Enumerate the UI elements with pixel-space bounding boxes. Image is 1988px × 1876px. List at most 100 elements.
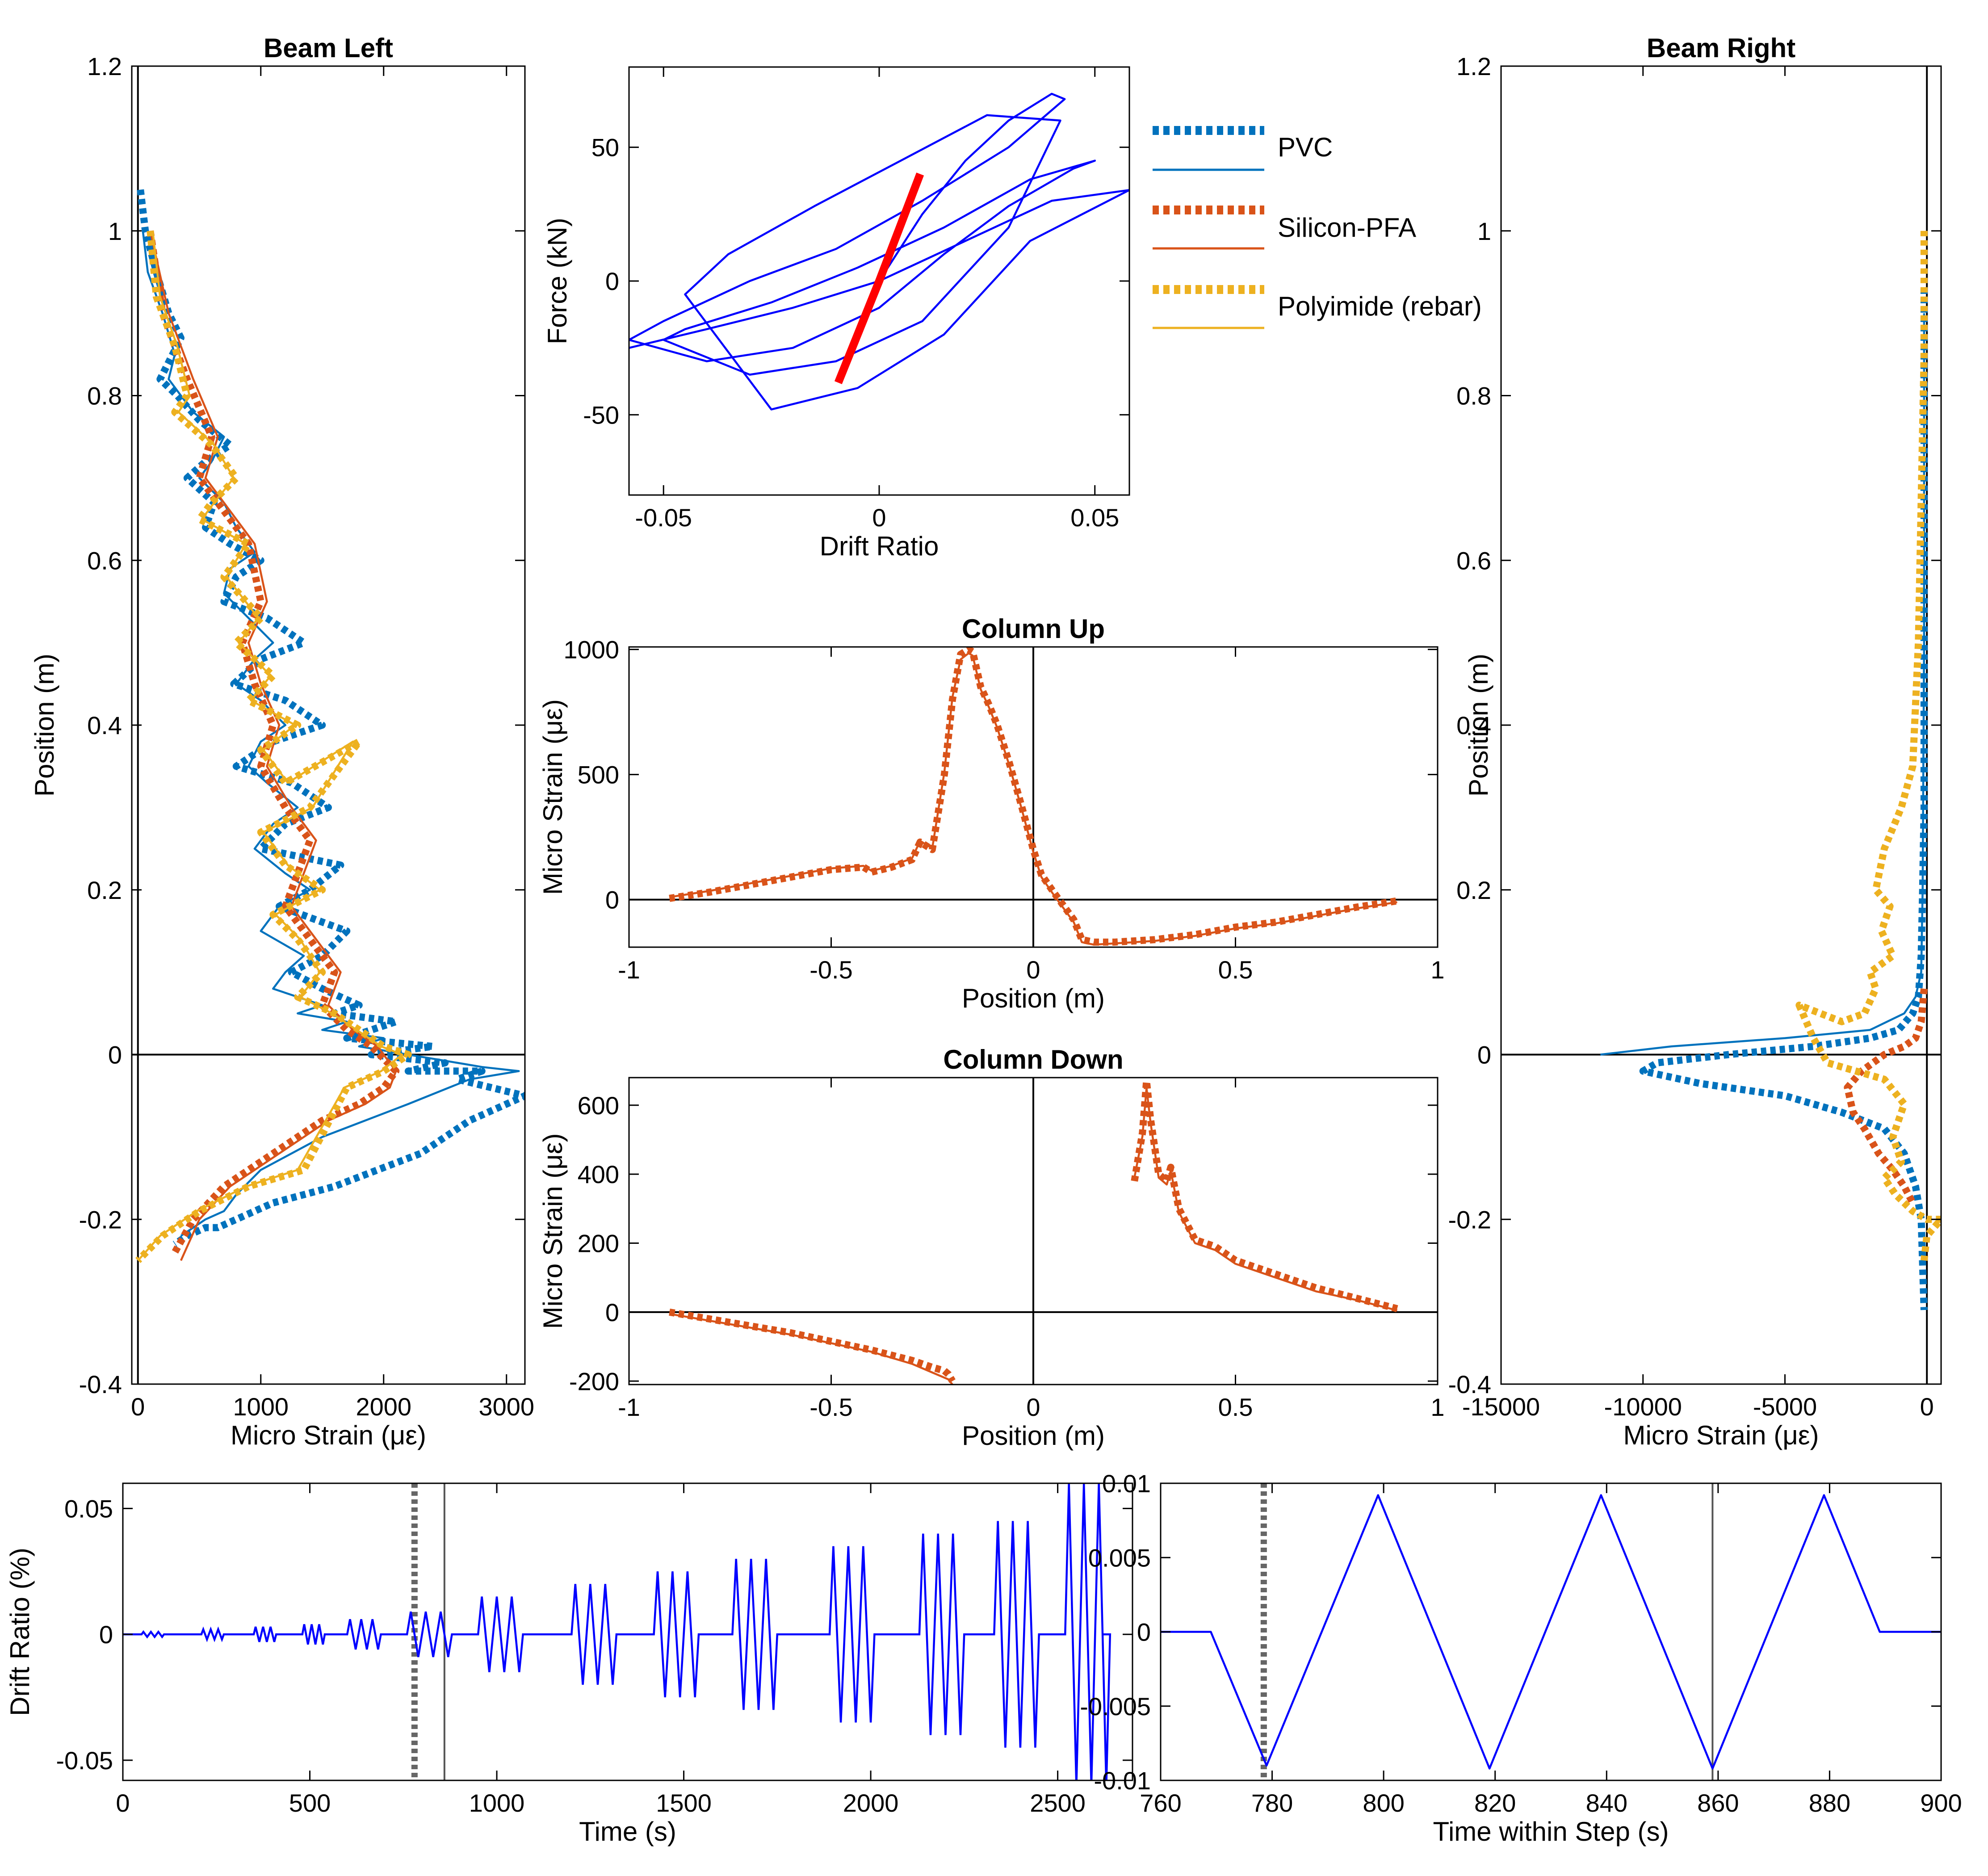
- beam_left-title: Beam Left: [264, 33, 393, 63]
- column_down-title: Column Down: [943, 1045, 1123, 1074]
- beam_left-xtick-label: 1000: [233, 1393, 289, 1421]
- chart-column_up: -1 -0.5 0 0.5 1 0 500 1000 Column Up Position (m)…: [538, 614, 1445, 1013]
- drift_history-xtick-label: 1000: [469, 1789, 525, 1817]
- step_zoom-xtick-label: 840: [1586, 1789, 1627, 1817]
- drift_history-ytick-label: 0: [99, 1620, 113, 1649]
- column_up-xlabel: Position (m): [962, 983, 1105, 1013]
- hysteresis-ytick-label: 0: [605, 267, 619, 295]
- hysteresis-plot-area: [629, 92, 1129, 411]
- step_zoom-ytick-label: 0.005: [1088, 1544, 1151, 1572]
- beam_right-ytick-label: -0.2: [1448, 1205, 1492, 1234]
- step_zoom-series-0: [1161, 1494, 1941, 1770]
- column_down-series-0: [669, 1309, 956, 1383]
- beam_right-ytick-label: 0.2: [1456, 876, 1491, 904]
- beam_right-xtick-label: -10000: [1604, 1393, 1682, 1421]
- beam_right-series-2: [1844, 988, 1928, 1205]
- drift_history-xtick-label: 2500: [1030, 1789, 1086, 1817]
- drift_history-xtick-label: 2000: [843, 1789, 899, 1817]
- hysteresis-ytick-label: -50: [583, 401, 619, 429]
- beam_right-ytick-label: 0.6: [1456, 546, 1491, 575]
- beam_right-xtick-label: 0: [1920, 1393, 1934, 1421]
- step_zoom-plot-area: [1161, 1483, 1941, 1780]
- beam_right-ytick-label: 0.4: [1456, 711, 1491, 739]
- beam_right-xlabel: Micro Strain (με): [1623, 1420, 1819, 1450]
- drift_history-ytick-label: 0.05: [64, 1494, 113, 1523]
- drift_history-ylabel: Drift Ratio (%): [5, 1548, 35, 1716]
- column_down-ytick-label: 200: [578, 1230, 619, 1258]
- hysteresis-series-1: [834, 172, 924, 384]
- beam_right-title: Beam Right: [1647, 33, 1795, 63]
- column_up-xtick-label: -1: [618, 956, 640, 984]
- column_down-series-1: [669, 1313, 953, 1385]
- column_down-ytick-label: -200: [569, 1367, 619, 1395]
- column_up-title: Column Up: [962, 614, 1105, 644]
- beam_left-ytick-label: 1.2: [87, 52, 122, 80]
- drift_history-xtick-label: 500: [289, 1789, 331, 1817]
- column_up-series-0: [669, 647, 1398, 946]
- beam_left-ylabel: Position (m): [29, 654, 59, 797]
- hysteresis-xtick-label: 0: [872, 504, 886, 532]
- chart-beam_left: 0 1000 2000 3000 -0.4 -0.2 0 0.2 0.4 0.6 0.8 1 1.2 Be…: [29, 33, 534, 1450]
- step_zoom-ytick-label: -0.005: [1080, 1692, 1151, 1721]
- column_down-series-3: [1133, 1087, 1398, 1312]
- chart-step_zoom: 760 780 800 820 840 860 880 900 -0.01 -0.005 0 0.00…: [1080, 1469, 1962, 1847]
- column_down-xtick-label: -0.5: [809, 1393, 853, 1421]
- column_up-ytick-label: 1000: [563, 636, 619, 664]
- chart-column_down: -1 -0.5 0 0.5 1 -200 0 200 400 600 Column Down Posi…: [538, 1045, 1445, 1451]
- hysteresis-xtick-label: -0.05: [635, 504, 692, 532]
- column_down-xtick-label: 0: [1026, 1393, 1040, 1421]
- step_zoom-xtick-label: 820: [1474, 1789, 1516, 1817]
- drift_history-plot-area: [123, 1483, 1111, 1780]
- drift_history-frame: [122, 1482, 1133, 1781]
- step_zoom-xtick-label: 800: [1363, 1789, 1404, 1817]
- legend: PVC Silicon-PFA Polyimide (rebar): [1153, 126, 1482, 329]
- beam_left-ytick-label: -0.2: [79, 1205, 122, 1234]
- legend-silicon-label: Silicon-PFA: [1278, 213, 1416, 243]
- column_down-ytick-label: 0: [605, 1298, 619, 1326]
- hysteresis-ytick-label: 50: [591, 134, 619, 162]
- drift_history-xtick-label: 0: [116, 1789, 130, 1817]
- chart-beam_right: -15000 -10000 -5000 0 -0.4 -0.2 0 0.2 0.4 0.6 0.8 1…: [1448, 33, 1942, 1450]
- column_down-plot-area: [629, 1078, 1438, 1385]
- beam_left-ytick-label: 0: [108, 1041, 122, 1069]
- beam_right-series-1: [1600, 313, 1925, 1056]
- column_down-xtick-label: 0.5: [1218, 1393, 1253, 1421]
- hysteresis-xlabel: Drift Ratio: [820, 531, 939, 561]
- beam_left-ytick-label: -0.4: [79, 1370, 122, 1398]
- drift_history-ytick-label: -0.05: [56, 1746, 113, 1775]
- drift_history-xlabel: Time (s): [579, 1817, 676, 1847]
- beam_left-ytick-label: 0.6: [87, 546, 122, 575]
- column_down-ylabel: Micro Strain (με): [538, 1133, 568, 1329]
- column_up-ylabel: Micro Strain (με): [538, 699, 568, 895]
- step_zoom-xtick-label: 760: [1140, 1789, 1181, 1817]
- hysteresis-series-0: [629, 92, 1129, 411]
- column_up-plot-area: [629, 647, 1438, 947]
- drift_history-series-drift: [123, 1483, 1111, 1780]
- column_up-ytick-label: 500: [578, 761, 619, 789]
- column_up-xtick-label: 0: [1026, 956, 1040, 984]
- column_down-xlabel: Position (m): [962, 1421, 1105, 1451]
- beam_left-series-5: [137, 231, 403, 1261]
- beam_left-xtick-label: 0: [131, 1393, 145, 1421]
- beam_right-ylabel: Position (m): [1464, 654, 1493, 797]
- step_zoom-xtick-label: 880: [1809, 1789, 1850, 1817]
- chart-hysteresis: -0.05 0 0.05 -50 0 50 Drift Ratio Force (kN): [542, 66, 1130, 561]
- beam_right-series-3: [1795, 231, 1941, 1261]
- beam_right-ytick-label: 0: [1477, 1041, 1491, 1069]
- beam_right-ytick-label: 0.8: [1456, 382, 1491, 410]
- drift_history-xtick-label: 1500: [656, 1789, 712, 1817]
- step_zoom-ytick-label: 0: [1137, 1618, 1151, 1646]
- beam_left-ytick-label: 0.2: [87, 876, 122, 904]
- beam_left-ytick-label: 1: [108, 217, 122, 245]
- step_zoom-xtick-label: 860: [1697, 1789, 1739, 1817]
- column_up-series-1: [669, 652, 1397, 946]
- beam_left-xlabel: Micro Strain (με): [231, 1420, 426, 1450]
- column_up-xtick-label: 0.5: [1218, 956, 1253, 984]
- column_up-ytick-label: 0: [605, 886, 619, 914]
- step_zoom-ytick-label: -0.01: [1094, 1767, 1151, 1795]
- beam_right-ytick-label: -0.4: [1448, 1370, 1492, 1398]
- beam_right-ytick-label: 1: [1477, 217, 1491, 245]
